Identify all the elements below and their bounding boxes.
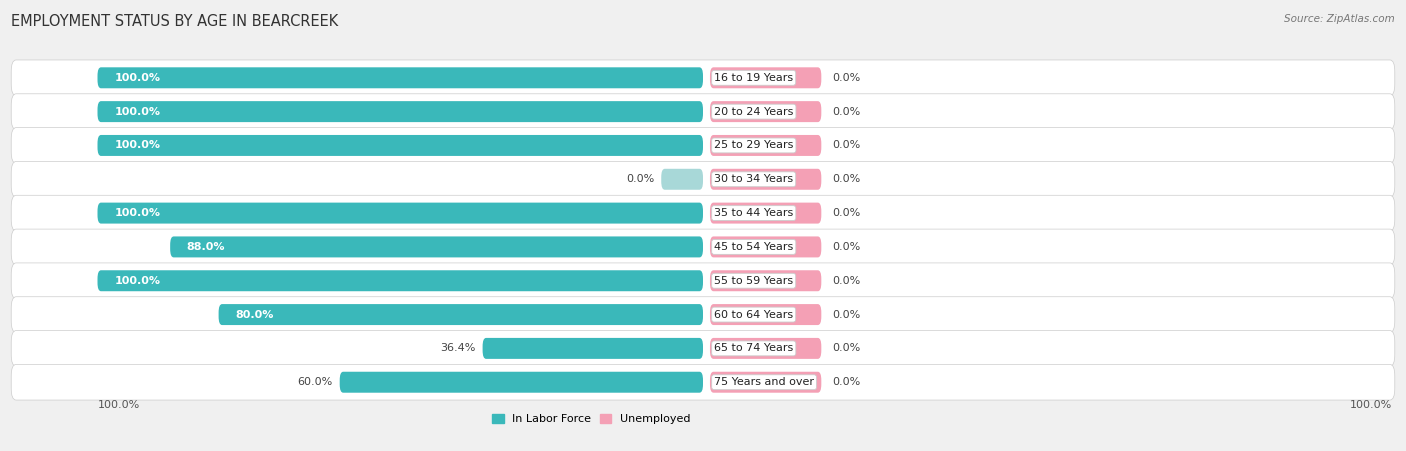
Text: 100.0%: 100.0% (1350, 400, 1392, 410)
FancyBboxPatch shape (11, 195, 1395, 231)
Text: EMPLOYMENT STATUS BY AGE IN BEARCREEK: EMPLOYMENT STATUS BY AGE IN BEARCREEK (11, 14, 339, 28)
FancyBboxPatch shape (482, 338, 703, 359)
FancyBboxPatch shape (97, 67, 703, 88)
Text: 100.0%: 100.0% (97, 400, 139, 410)
FancyBboxPatch shape (97, 270, 703, 291)
FancyBboxPatch shape (11, 128, 1395, 163)
FancyBboxPatch shape (11, 331, 1395, 366)
FancyBboxPatch shape (11, 161, 1395, 197)
FancyBboxPatch shape (710, 372, 821, 393)
Text: 0.0%: 0.0% (832, 208, 860, 218)
Text: 20 to 24 Years: 20 to 24 Years (714, 106, 793, 117)
FancyBboxPatch shape (710, 236, 821, 258)
FancyBboxPatch shape (710, 67, 821, 88)
Text: 0.0%: 0.0% (832, 174, 860, 184)
Text: 75 Years and over: 75 Years and over (714, 377, 814, 387)
FancyBboxPatch shape (170, 236, 703, 258)
FancyBboxPatch shape (710, 304, 821, 325)
Text: 35 to 44 Years: 35 to 44 Years (714, 208, 793, 218)
Text: 100.0%: 100.0% (114, 276, 160, 286)
Text: 60 to 64 Years: 60 to 64 Years (714, 309, 793, 320)
FancyBboxPatch shape (11, 229, 1395, 265)
Text: 65 to 74 Years: 65 to 74 Years (714, 343, 793, 354)
FancyBboxPatch shape (710, 338, 821, 359)
Text: 0.0%: 0.0% (832, 73, 860, 83)
Text: 100.0%: 100.0% (114, 106, 160, 117)
FancyBboxPatch shape (11, 297, 1395, 332)
Text: 0.0%: 0.0% (832, 276, 860, 286)
Text: 0.0%: 0.0% (626, 174, 654, 184)
FancyBboxPatch shape (218, 304, 703, 325)
Legend: In Labor Force, Unemployed: In Labor Force, Unemployed (488, 409, 696, 428)
FancyBboxPatch shape (97, 101, 703, 122)
Text: 100.0%: 100.0% (114, 140, 160, 151)
FancyBboxPatch shape (11, 60, 1395, 96)
FancyBboxPatch shape (661, 169, 703, 190)
Text: 0.0%: 0.0% (832, 309, 860, 320)
Text: 0.0%: 0.0% (832, 140, 860, 151)
Text: 45 to 54 Years: 45 to 54 Years (714, 242, 793, 252)
Text: Source: ZipAtlas.com: Source: ZipAtlas.com (1284, 14, 1395, 23)
FancyBboxPatch shape (710, 169, 821, 190)
FancyBboxPatch shape (11, 94, 1395, 129)
FancyBboxPatch shape (11, 263, 1395, 299)
FancyBboxPatch shape (710, 270, 821, 291)
Text: 0.0%: 0.0% (832, 106, 860, 117)
Text: 25 to 29 Years: 25 to 29 Years (714, 140, 793, 151)
FancyBboxPatch shape (710, 135, 821, 156)
FancyBboxPatch shape (710, 101, 821, 122)
FancyBboxPatch shape (97, 135, 703, 156)
FancyBboxPatch shape (340, 372, 703, 393)
Text: 60.0%: 60.0% (298, 377, 333, 387)
Text: 100.0%: 100.0% (114, 208, 160, 218)
Text: 0.0%: 0.0% (832, 242, 860, 252)
Text: 0.0%: 0.0% (832, 343, 860, 354)
FancyBboxPatch shape (11, 364, 1395, 400)
Text: 16 to 19 Years: 16 to 19 Years (714, 73, 793, 83)
Text: 88.0%: 88.0% (187, 242, 225, 252)
Text: 30 to 34 Years: 30 to 34 Years (714, 174, 793, 184)
Text: 80.0%: 80.0% (235, 309, 274, 320)
Text: 100.0%: 100.0% (114, 73, 160, 83)
Text: 0.0%: 0.0% (832, 377, 860, 387)
Text: 36.4%: 36.4% (440, 343, 475, 354)
Text: 55 to 59 Years: 55 to 59 Years (714, 276, 793, 286)
FancyBboxPatch shape (97, 202, 703, 224)
FancyBboxPatch shape (710, 202, 821, 224)
